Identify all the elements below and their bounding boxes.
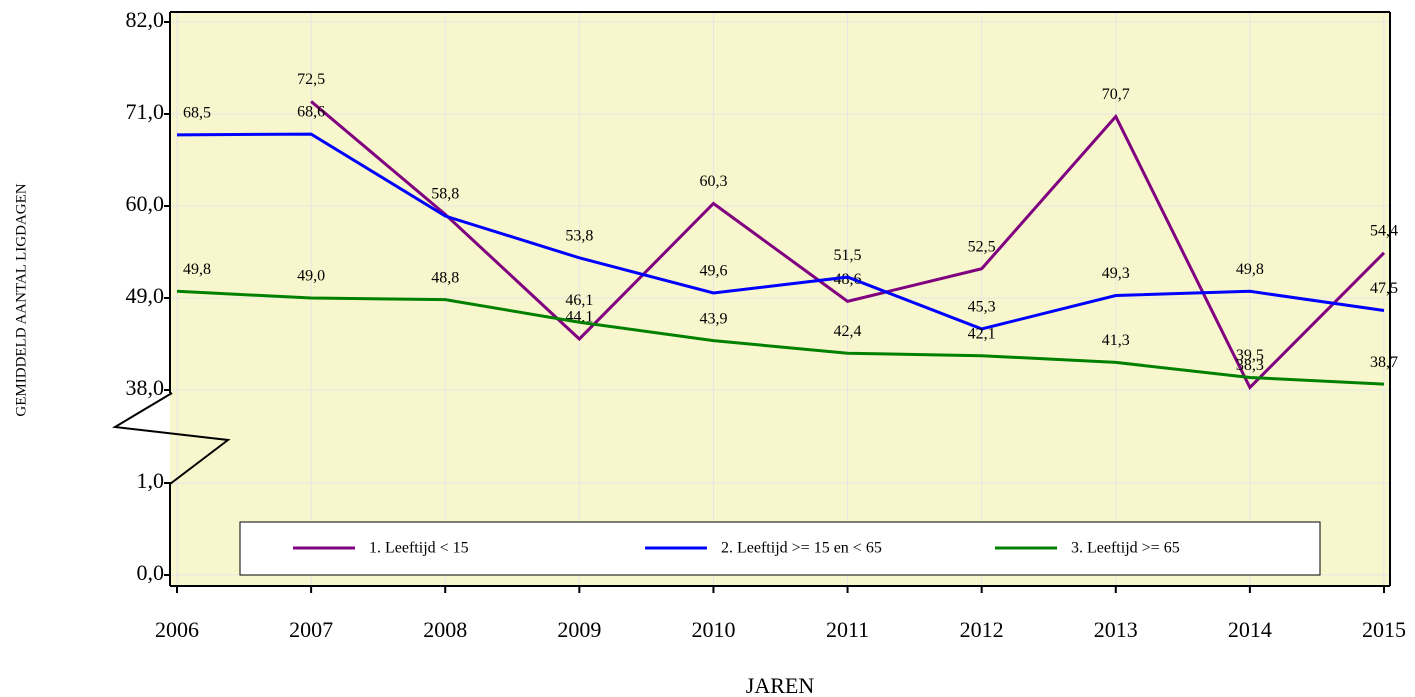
data-label: 68,6 bbox=[297, 104, 325, 121]
y-tick-label: 49,0 bbox=[126, 283, 165, 308]
data-label: 49,8 bbox=[183, 261, 211, 278]
marks: 72,544,160,348,652,570,738,354,468,5 68,6… bbox=[176, 71, 1398, 391]
data-label: 42,1 bbox=[968, 325, 996, 342]
y-tick-label: 71,0 bbox=[126, 99, 165, 124]
axis-break bbox=[111, 392, 231, 485]
data-label: 42,4 bbox=[834, 323, 862, 340]
data-label: 39,5 bbox=[1236, 347, 1264, 364]
data-label: 38,3 bbox=[1236, 357, 1264, 374]
data-label: 41,3 bbox=[1102, 332, 1130, 349]
series-line bbox=[176, 132, 1385, 331]
data-label: 68,5 bbox=[183, 105, 211, 122]
legend-label: 2. Leeftijd >= 15 en < 65 bbox=[721, 540, 882, 557]
y-tick-label: 1,0 bbox=[137, 468, 165, 493]
x-tick-label: 2007 bbox=[289, 617, 333, 642]
data-label: 49,0 bbox=[297, 268, 325, 285]
x-tick-label: 2012 bbox=[960, 617, 1004, 642]
x-tick-label: 2008 bbox=[423, 617, 467, 642]
series-line bbox=[176, 289, 1385, 386]
x-tick-label: 2009 bbox=[557, 617, 601, 642]
legend-label: 1. Leeftijd < 15 bbox=[369, 540, 469, 557]
y-tick-label: 0,0 bbox=[137, 560, 165, 585]
data-label: 47,5 bbox=[1370, 280, 1398, 297]
x-axis-title: JAREN bbox=[746, 673, 815, 697]
y-axis-title: GEMIDDELD AANTAL LIGDAGEN bbox=[13, 183, 29, 416]
x-tick-label: 2015 bbox=[1362, 617, 1406, 642]
data-label: 54,4 bbox=[1370, 223, 1398, 240]
data-label: 58,8 bbox=[431, 186, 459, 203]
y-tick-label: 82,0 bbox=[126, 7, 165, 32]
data-label: 45,3 bbox=[968, 299, 996, 316]
data-label: 53,8 bbox=[565, 228, 593, 245]
data-label: 72,5 bbox=[297, 71, 325, 88]
data-label: 49,3 bbox=[1102, 265, 1130, 282]
x-tick-label: 2014 bbox=[1228, 617, 1272, 642]
data-label: 48,6 bbox=[834, 271, 862, 288]
data-label: 51,5 bbox=[834, 247, 862, 264]
x-tick-label: 2013 bbox=[1094, 617, 1138, 642]
data-label: 70,7 bbox=[1102, 86, 1130, 103]
x-tick-label: 2006 bbox=[155, 617, 199, 642]
data-label: 49,8 bbox=[1236, 261, 1264, 278]
data-label: 52,5 bbox=[968, 238, 996, 255]
data-label: 49,6 bbox=[699, 263, 727, 280]
data-label: 38,7 bbox=[1370, 354, 1398, 371]
data-label: 48,8 bbox=[431, 269, 459, 286]
series-line bbox=[310, 100, 1386, 391]
y-tick-label: 60,0 bbox=[126, 191, 165, 216]
x-tick-label: 2010 bbox=[691, 617, 735, 642]
x-tick-label: 2011 bbox=[826, 617, 869, 642]
data-label: 43,9 bbox=[699, 310, 727, 327]
y-tick-label: 38,0 bbox=[126, 375, 165, 400]
data-label: 46,1 bbox=[565, 292, 593, 309]
legend bbox=[239, 521, 1321, 576]
data-label: 60,3 bbox=[699, 173, 727, 190]
legend-label: 3. Leeftijd >= 65 bbox=[1071, 540, 1180, 557]
